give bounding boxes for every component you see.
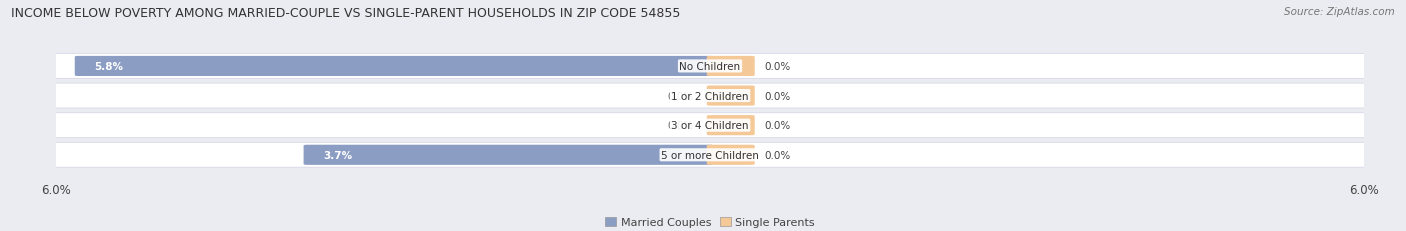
Text: 0.0%: 0.0% (765, 121, 790, 131)
Text: 0.0%: 0.0% (765, 150, 790, 160)
FancyBboxPatch shape (304, 145, 713, 165)
Text: 3 or 4 Children: 3 or 4 Children (671, 121, 749, 131)
FancyBboxPatch shape (41, 54, 1379, 79)
Text: 5.8%: 5.8% (94, 62, 124, 72)
Text: 0.0%: 0.0% (765, 62, 790, 72)
Text: 0.0%: 0.0% (668, 91, 693, 101)
Text: 3.7%: 3.7% (323, 150, 353, 160)
FancyBboxPatch shape (707, 145, 755, 165)
Text: 1 or 2 Children: 1 or 2 Children (671, 91, 749, 101)
Text: INCOME BELOW POVERTY AMONG MARRIED-COUPLE VS SINGLE-PARENT HOUSEHOLDS IN ZIP COD: INCOME BELOW POVERTY AMONG MARRIED-COUPL… (11, 7, 681, 20)
FancyBboxPatch shape (75, 57, 713, 77)
Text: 0.0%: 0.0% (765, 91, 790, 101)
FancyBboxPatch shape (41, 113, 1379, 138)
FancyBboxPatch shape (707, 57, 755, 77)
Legend: Married Couples, Single Parents: Married Couples, Single Parents (605, 217, 815, 227)
Text: 0.0%: 0.0% (668, 121, 693, 131)
FancyBboxPatch shape (41, 143, 1379, 167)
Text: No Children: No Children (679, 62, 741, 72)
Text: Source: ZipAtlas.com: Source: ZipAtlas.com (1284, 7, 1395, 17)
FancyBboxPatch shape (707, 116, 755, 136)
Text: 5 or more Children: 5 or more Children (661, 150, 759, 160)
FancyBboxPatch shape (41, 84, 1379, 109)
FancyBboxPatch shape (707, 86, 755, 106)
